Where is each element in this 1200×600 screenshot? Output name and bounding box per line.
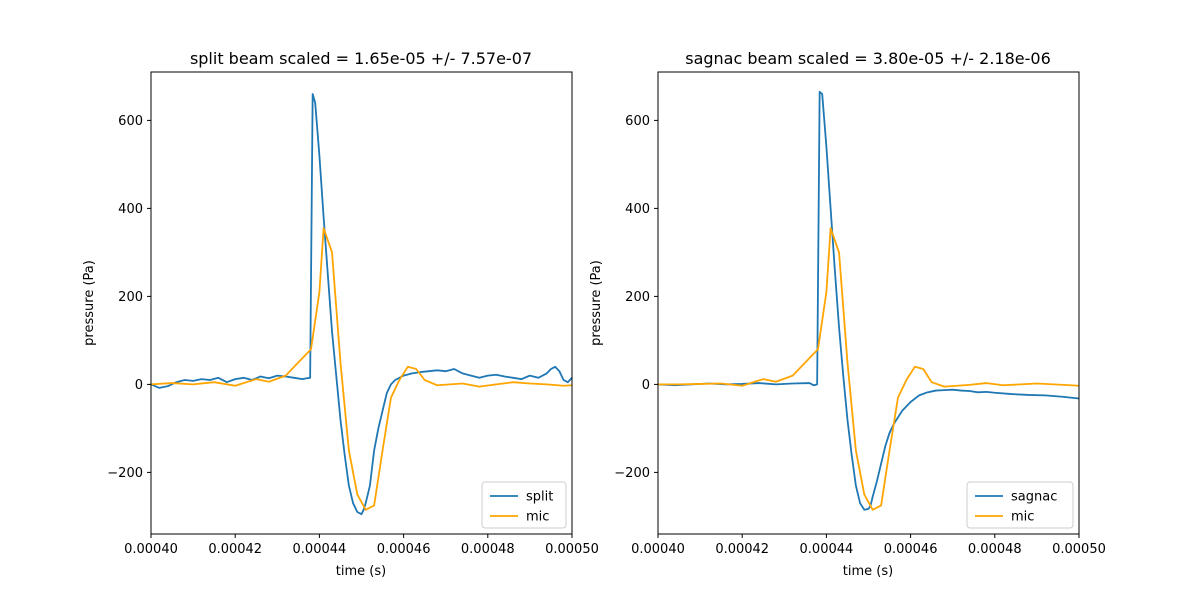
sagnac-x-tick-label: 0.00050 (1052, 542, 1106, 557)
sagnac-x-tick-label: 0.00048 (968, 542, 1022, 557)
split-y-ticks: −200 0 200 400 600 (107, 114, 151, 481)
split-y-tick-label: 0 (135, 378, 143, 393)
sagnac-panel-title: sagnac beam scaled = 3.80e-05 +/- 2.18e-… (685, 49, 1051, 68)
split-y-tick-label: 600 (118, 114, 143, 129)
split-legend-label-split: split (526, 490, 553, 505)
sagnac-x-axis-label: time (s) (843, 564, 893, 579)
split-x-tick-label: 0.00048 (461, 542, 515, 557)
sagnac-legend: sagnac mic (966, 481, 1074, 529)
split-y-axis-label: pressure (Pa) (82, 260, 97, 346)
sagnac-legend-label-sagnac: sagnac (1011, 490, 1057, 505)
sagnac-x-tick-label: 0.00046 (884, 542, 938, 557)
sagnac-y-ticks: −200 0 200 400 600 (614, 114, 658, 481)
sagnac-series-layer (658, 90, 1079, 511)
split-series-layer (151, 93, 572, 516)
sagnac-y-tick-label: −200 (614, 466, 650, 481)
sagnac-y-tick-label: 400 (625, 202, 650, 217)
split-x-tick-label: 0.00042 (208, 542, 262, 557)
split-series-line-split (151, 93, 572, 516)
split-legend: split mic (481, 481, 567, 529)
split-panel-title: split beam scaled = 1.65e-05 +/- 7.57e-0… (190, 49, 532, 68)
sagnac-legend-label-mic: mic (1011, 510, 1034, 525)
sagnac-series-line-mic (658, 227, 1079, 511)
sagnac-series-line-sagnac (658, 90, 1079, 511)
split-x-tick-label: 0.00040 (124, 542, 178, 557)
sagnac-y-axis-label: pressure (Pa) (589, 260, 604, 346)
split-legend-box (481, 481, 567, 529)
split-plot-frame (150, 71, 573, 535)
sagnac-y-tick-label: 200 (625, 290, 650, 305)
sagnac-beam-panel: sagnac beam scaled = 3.80e-05 +/- 2.18e-… (589, 49, 1106, 579)
split-series-line-mic (151, 227, 572, 511)
sagnac-x-ticks: 0.00040 0.00042 0.00044 0.00046 0.00048 0.000… (631, 534, 1106, 557)
split-y-tick-label: 400 (118, 202, 143, 217)
sagnac-x-tick-label: 0.00044 (800, 542, 854, 557)
split-x-tick-label: 0.00044 (293, 542, 347, 557)
split-y-tick-label: −200 (107, 466, 143, 481)
split-x-tick-label: 0.00046 (377, 542, 431, 557)
sagnac-plot-frame (657, 71, 1080, 535)
split-x-ticks: 0.00040 0.00042 0.00044 0.00046 0.00048 0.000… (124, 534, 599, 557)
split-legend-label-mic: mic (526, 510, 549, 525)
sagnac-y-tick-label: 600 (625, 114, 650, 129)
sagnac-x-tick-label: 0.00040 (631, 542, 685, 557)
split-x-axis-label: time (s) (336, 564, 386, 579)
split-x-tick-label: 0.00050 (545, 542, 599, 557)
split-beam-panel: split beam scaled = 1.65e-05 +/- 7.57e-0… (82, 49, 599, 579)
sagnac-y-tick-label: 0 (642, 378, 650, 393)
split-y-tick-label: 200 (118, 290, 143, 305)
sagnac-x-tick-label: 0.00042 (715, 542, 769, 557)
